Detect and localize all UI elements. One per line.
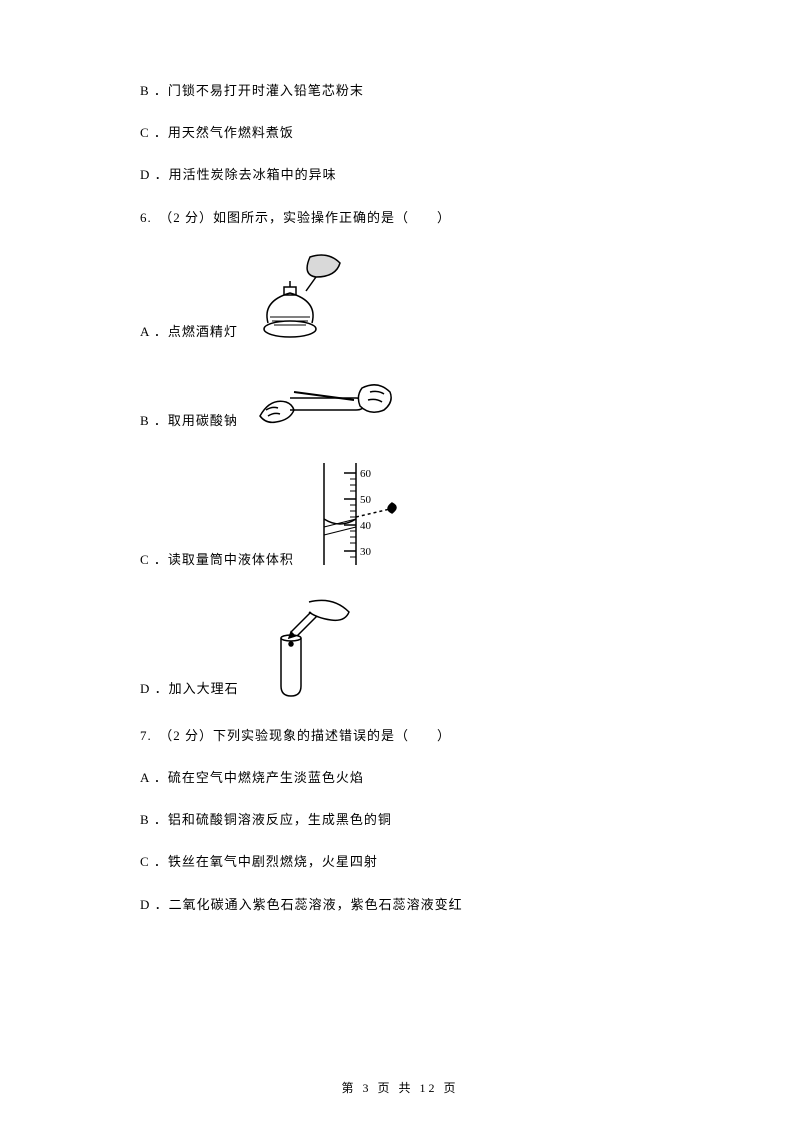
tick-40: 40 [360, 520, 372, 532]
add-marble-icon [251, 598, 361, 703]
q6-option-d-label: D ．加入大理石 [140, 678, 239, 703]
q6-option-c-row: C ．读取量筒中液体体积 [140, 459, 660, 574]
q5-option-d: D ．用活性炭除去冰箱中的异味 [140, 166, 660, 184]
q6-stem: 6. （2 分）如图所示，实验操作正确的是（ ） [140, 209, 660, 227]
alcohol-lamp-icon [250, 251, 360, 346]
q6-option-a-label: A ．点燃酒精灯 [140, 321, 238, 346]
q6-option-b-row: B ．取用碳酸钠 [140, 370, 660, 435]
q7-stem: 7. （2 分）下列实验现象的描述错误的是（ ） [140, 727, 660, 745]
tick-50: 50 [360, 494, 372, 506]
page-footer: 第 3 页 共 12 页 [0, 1079, 800, 1096]
q7-option-c: C ．铁丝在氧气中剧烈燃烧，火星四射 [140, 853, 660, 871]
q6-option-d-row: D ．加入大理石 [140, 598, 660, 703]
tick-60: 60 [360, 468, 372, 480]
q5-option-b: B ．门锁不易打开时灌入铅笔芯粉末 [140, 82, 660, 100]
q7-option-d: D ．二氧化碳通入紫色石蕊溶液，紫色石蕊溶液变红 [140, 896, 660, 914]
q7-option-a: A ．硫在空气中燃烧产生淡蓝色火焰 [140, 769, 660, 787]
q6-option-b-label: B ．取用碳酸钠 [140, 410, 238, 435]
tick-30: 30 [360, 546, 372, 558]
taking-solid-icon [250, 370, 400, 435]
q5-option-c: C ．用天然气作燃料煮饭 [140, 124, 660, 142]
q6-option-c-label: C ．读取量筒中液体体积 [140, 549, 294, 574]
q6-option-a-row: A ．点燃酒精灯 [140, 251, 660, 346]
q7-option-b: B ．铝和硫酸铜溶液反应，生成黑色的铜 [140, 811, 660, 829]
graduated-cylinder-icon: 60 50 40 30 [306, 459, 406, 574]
